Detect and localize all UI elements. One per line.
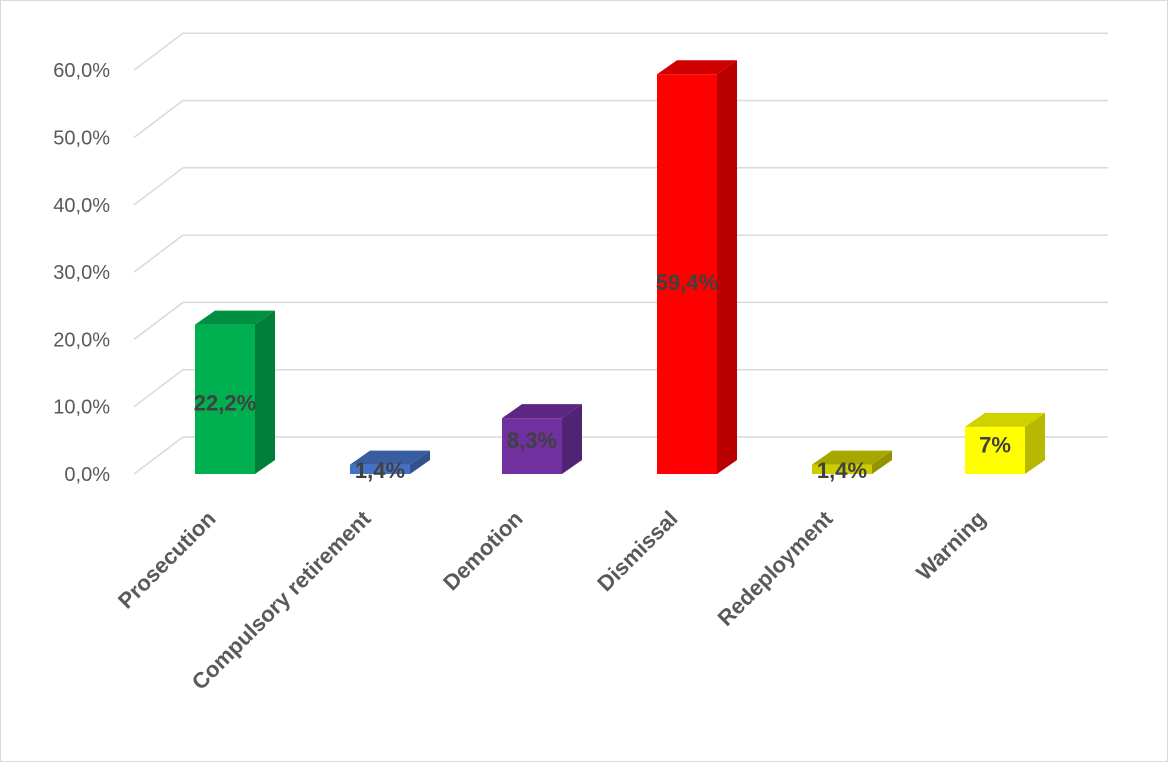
category-label: Redeployment bbox=[713, 505, 838, 630]
y-tick-label: 0,0% bbox=[64, 464, 110, 486]
gridline-depth bbox=[134, 33, 183, 70]
y-tick-label: 30,0% bbox=[53, 262, 110, 284]
y-tick-label: 40,0% bbox=[53, 195, 110, 217]
gridline-depth bbox=[134, 235, 183, 272]
gridline-depth bbox=[134, 370, 183, 407]
bars bbox=[195, 60, 1045, 474]
data-label: 1,4% bbox=[817, 458, 867, 483]
y-tick-label: 60,0% bbox=[53, 60, 110, 82]
bar-dismissal bbox=[657, 60, 737, 474]
category-label: Dismissal bbox=[592, 506, 682, 596]
gridlines bbox=[134, 33, 1108, 474]
gridline-depth bbox=[134, 302, 183, 339]
y-tick-label: 50,0% bbox=[53, 128, 110, 150]
gridline-depth bbox=[134, 101, 183, 138]
category-label: Prosecution bbox=[113, 506, 221, 614]
data-label: 59,4% bbox=[656, 270, 718, 295]
y-tick-label: 20,0% bbox=[53, 329, 110, 351]
data-label: 1,4% bbox=[355, 458, 405, 483]
bar-side bbox=[717, 60, 737, 474]
data-label: 22,2% bbox=[194, 390, 256, 415]
bar-side bbox=[255, 311, 275, 474]
category-label: Demotion bbox=[438, 506, 527, 595]
gridline-depth bbox=[134, 437, 183, 474]
category-label: Compulsory retirement bbox=[187, 505, 376, 694]
y-tick-label: 10,0% bbox=[53, 397, 110, 419]
data-label: 8,3% bbox=[507, 428, 557, 453]
category-label: Warning bbox=[911, 506, 990, 585]
gridline-depth bbox=[134, 168, 183, 205]
data-label: 7% bbox=[979, 432, 1011, 457]
y-axis-tick-labels: 0,0% 10,0% 20,0% 30,0% 40,0% 50,0% 60,0% bbox=[53, 60, 110, 486]
